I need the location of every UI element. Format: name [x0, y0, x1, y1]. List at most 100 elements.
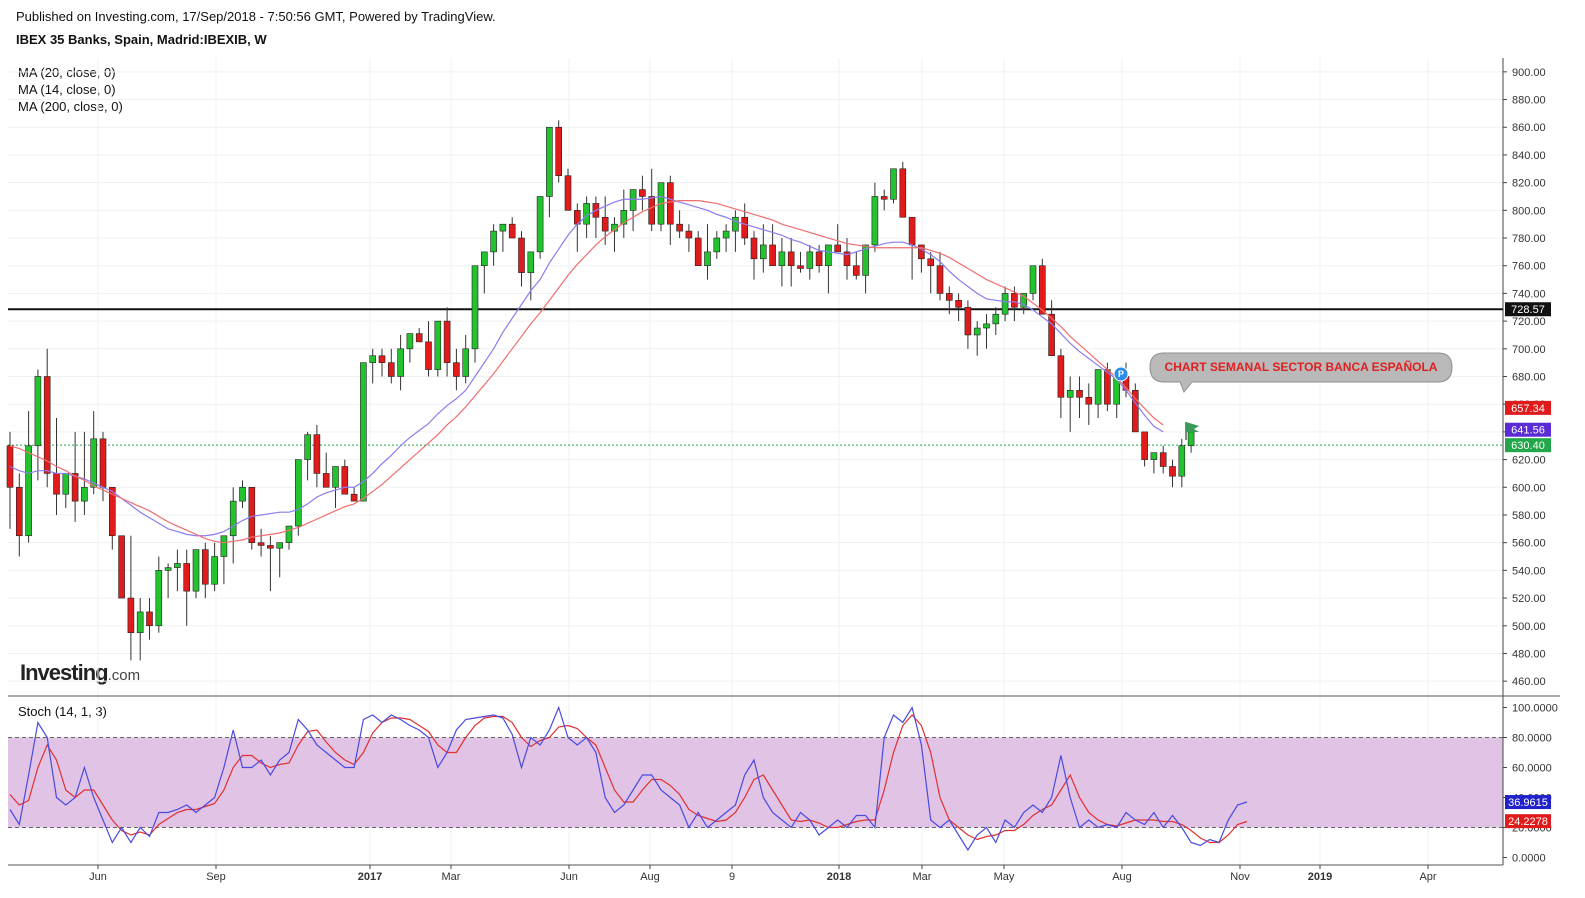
- p-marker[interactable]: P: [1113, 366, 1129, 382]
- candle-down: [378, 348, 386, 377]
- candle-body: [146, 611, 153, 627]
- ma-line: [9, 195, 1164, 537]
- stoch-band: [8, 737, 1503, 828]
- candle-body: [415, 333, 423, 343]
- candle-body: [229, 500, 237, 537]
- candle-body: [267, 545, 274, 549]
- candle-body: [546, 126, 553, 197]
- candle-down: [341, 459, 349, 495]
- candle-down: [899, 161, 907, 218]
- candle-body: [462, 348, 470, 377]
- candle-down: [267, 535, 274, 592]
- candle-body: [192, 549, 200, 592]
- candle-body: [118, 535, 125, 599]
- y-tick-label: 680.00: [1512, 372, 1546, 384]
- candle-body: [825, 244, 832, 267]
- ma200-legend[interactable]: MA (200, close, 0): [18, 99, 123, 114]
- stoch-axis[interactable]: 0.000020.000040.000060.000080.0000100.00…: [1503, 703, 1558, 865]
- y-tick-label: 500.00: [1512, 621, 1546, 633]
- price-tag: 36.9615: [1505, 795, 1551, 810]
- candle-down: [908, 216, 916, 280]
- candle-down: [936, 251, 944, 301]
- candle-body: [685, 230, 693, 239]
- candle-body: [787, 251, 795, 267]
- time-axis[interactable]: Jun Sep 2017 Mar Jun Aug 9 2018 Mar May Aug Nov 2019…: [89, 865, 1437, 883]
- price-tag-label: 657.34: [1511, 403, 1545, 415]
- candle-body: [109, 486, 116, 537]
- candle-body: [769, 244, 776, 267]
- candle-down: [313, 424, 321, 488]
- candle-down: [1141, 431, 1148, 467]
- flag-icon[interactable]: [1185, 422, 1199, 440]
- candle-up: [713, 231, 721, 259]
- candle-up: [1066, 376, 1074, 432]
- candle-body: [518, 237, 525, 273]
- candle-body: [332, 466, 339, 488]
- candle-body: [81, 486, 88, 502]
- stoch-lines[interactable]: [9, 705, 1248, 852]
- candle-down: [639, 175, 646, 211]
- candle-up: [1150, 452, 1158, 474]
- candle-body: [43, 376, 51, 474]
- candle-up: [890, 168, 897, 204]
- candle-up: [983, 314, 990, 349]
- candle-up: [62, 473, 70, 509]
- y-tick-label: 540.00: [1512, 565, 1546, 577]
- candles[interactable]: [6, 120, 1195, 661]
- candle-body: [1132, 390, 1139, 433]
- stoch-legend[interactable]: Stoch (14, 1, 3): [18, 704, 107, 719]
- candle-up: [871, 182, 879, 252]
- candle-down: [1159, 445, 1167, 474]
- candle-body: [202, 549, 209, 585]
- callout-bubble[interactable]: CHART SEMANAL SECTOR BANCA ESPAÑOLA: [1149, 352, 1453, 393]
- candle-body: [1094, 369, 1102, 405]
- candle-up: [25, 411, 32, 543]
- candle-body: [834, 244, 842, 253]
- candle-body: [899, 168, 907, 218]
- y-tick-label: 620.00: [1512, 455, 1546, 467]
- p-marker-label: P: [1118, 369, 1124, 379]
- moving-averages[interactable]: [9, 195, 1164, 544]
- y-tick-label: 580.00: [1512, 510, 1546, 522]
- candle-down: [1085, 383, 1093, 425]
- candle-body: [1141, 431, 1148, 460]
- x-tick-label: Apr: [1419, 871, 1436, 883]
- callout-text: CHART SEMANAL SECTOR BANCA ESPAÑOLA: [1165, 359, 1438, 374]
- candle-body: [1057, 355, 1065, 398]
- candle-body: [797, 265, 804, 269]
- candle-down: [415, 328, 423, 343]
- candle-body: [387, 362, 395, 377]
- candle-body: [694, 237, 702, 267]
- candle-body: [174, 563, 181, 568]
- candle-down: [202, 542, 209, 599]
- price-tag-box: [1505, 438, 1551, 453]
- price-tag: 24.2278: [1505, 814, 1551, 829]
- price-tag-box: [1505, 795, 1551, 810]
- y-tick-label: 460.00: [1512, 676, 1546, 688]
- candle-body: [471, 265, 479, 350]
- candle-down: [350, 487, 358, 502]
- candle-down: [322, 452, 330, 488]
- candle-body: [945, 293, 953, 301]
- candle-body: [313, 434, 321, 474]
- y-tick-label: 480.00: [1512, 648, 1546, 660]
- ma20-legend[interactable]: MA (20, close, 0): [18, 65, 116, 80]
- candle-body: [759, 244, 767, 260]
- candle-body: [732, 216, 739, 232]
- candle-up: [490, 224, 497, 266]
- candle-down: [592, 196, 600, 239]
- ma14-legend[interactable]: MA (14, close, 0): [18, 82, 116, 97]
- candle-up: [1001, 286, 1009, 322]
- price-tag-label: 630.40: [1511, 440, 1545, 452]
- candle-up: [704, 224, 711, 280]
- x-tick-label: Aug: [640, 871, 660, 883]
- price-axis[interactable]: 460.00 480.00 500.00 520.00 540.00 560.00 580.…: [1503, 67, 1546, 688]
- ma-line: [9, 200, 1164, 544]
- y-tick-label: 700.00: [1512, 344, 1546, 356]
- candle-body: [1178, 445, 1186, 477]
- candle-body: [1039, 265, 1046, 315]
- candle-body: [155, 570, 163, 627]
- candle-down: [518, 231, 525, 287]
- candle-body: [369, 355, 377, 363]
